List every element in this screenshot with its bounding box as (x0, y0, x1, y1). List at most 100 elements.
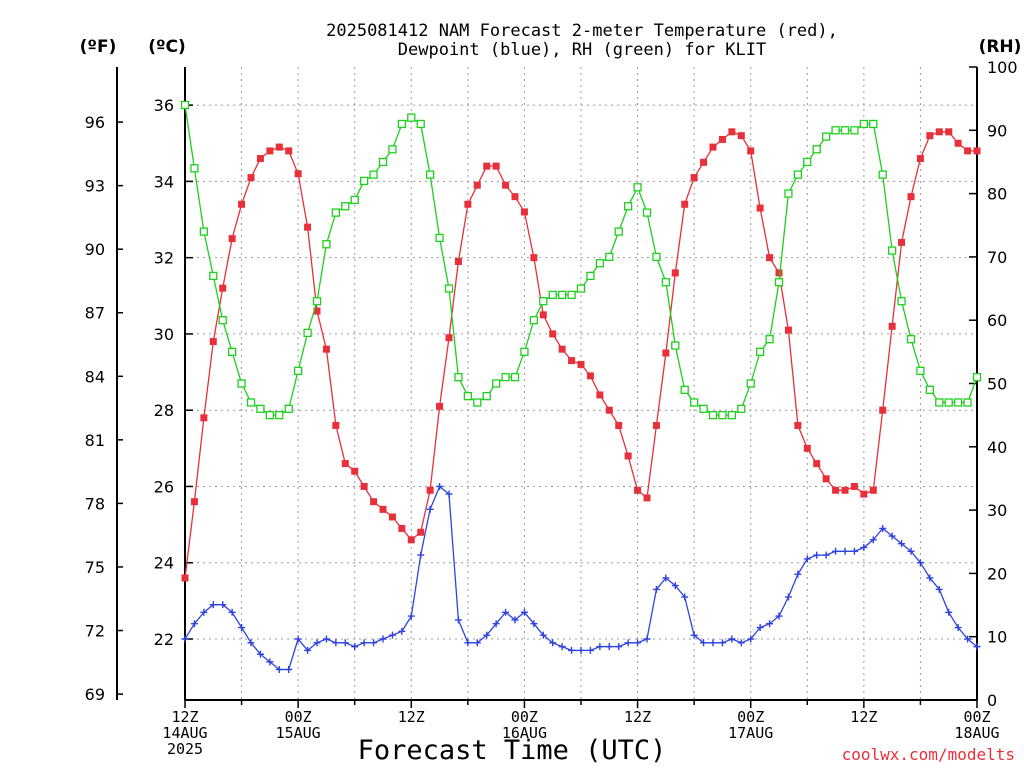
temperature-point (652, 421, 660, 429)
temperature-point (728, 128, 736, 136)
rh-point (680, 385, 689, 394)
rh-point (416, 119, 425, 129)
temperature-point (483, 162, 491, 170)
temperature-point (907, 193, 915, 201)
dewpoint-point (209, 601, 217, 609)
temperature-point (407, 536, 415, 544)
temperature-point (247, 174, 255, 182)
dewpoint-point (652, 585, 660, 593)
fahrenheit-tick-label: 69 (85, 685, 105, 704)
rh-tick-label: 60 (987, 311, 1007, 330)
rh-tick-label: 30 (987, 501, 1007, 520)
temperature-point (964, 147, 972, 155)
rh-point (227, 347, 237, 357)
rh-point (491, 379, 501, 388)
x-tick-label: 17AUG (728, 724, 773, 742)
dewpoint-point (784, 593, 792, 601)
dewpoint-point (219, 601, 227, 609)
rh-unit-label: (RH) (979, 37, 1022, 57)
temperature-point (916, 155, 924, 163)
temperature-point (370, 498, 378, 506)
rh-point (341, 202, 350, 211)
dewpoint-point (445, 490, 453, 498)
rh-point (661, 278, 671, 287)
dewpoint-point (483, 631, 491, 639)
rh-point (793, 170, 803, 179)
dewpoint-point (407, 612, 415, 620)
temperature-point (520, 208, 528, 216)
temperature-point (313, 307, 321, 315)
rh-point (378, 157, 388, 167)
x-axis-label: Forecast Time (UTC) (358, 735, 667, 766)
temperature-point (860, 490, 868, 498)
rh-point (972, 373, 982, 382)
dewpoint-point (728, 635, 736, 643)
dewpoint-point (681, 593, 689, 601)
fahrenheit-tick-label: 93 (85, 177, 105, 196)
fahrenheit-tick-label: 78 (85, 494, 105, 513)
dewpoint-point (737, 639, 745, 647)
rh-point (963, 398, 972, 407)
dewpoint-point (568, 646, 576, 654)
rh-point (557, 290, 567, 300)
temperature-point (228, 235, 236, 243)
temperature-point (898, 238, 906, 246)
dewpoint-point (454, 616, 462, 624)
temperature-point (803, 444, 811, 452)
temperature-point (756, 204, 764, 212)
rh-point (275, 410, 284, 420)
dewpoint-point (643, 635, 651, 643)
rh-tick-label: 0 (987, 691, 997, 710)
dewpoint-point (388, 631, 396, 639)
temperature-point (671, 269, 679, 277)
x-tick-label: 18AUG (954, 724, 999, 742)
rh-point (765, 335, 774, 344)
temperature-point (219, 284, 227, 292)
dewpoint-point (379, 635, 387, 643)
gridlines (185, 67, 977, 700)
temperature-point (351, 467, 359, 475)
rh-tick-label: 10 (987, 628, 1007, 647)
temperature-point (954, 139, 962, 147)
dewpoint-point (935, 585, 943, 593)
x-tick-label: 12Z (850, 708, 877, 726)
rh-point (689, 398, 699, 407)
celsius-tick-label: 36 (154, 96, 174, 115)
temperature-point (709, 143, 717, 151)
rh-point (350, 195, 359, 205)
dewpoint-point (596, 643, 604, 651)
rh-point (944, 398, 953, 407)
dewpoint-point (247, 639, 255, 647)
rh-point (859, 119, 869, 129)
temperature-point (718, 135, 726, 143)
temperature-point (681, 200, 689, 208)
temperature-point (539, 311, 547, 319)
temperature-point (294, 170, 302, 178)
temperature-point (813, 460, 821, 468)
dewpoint-point (322, 635, 330, 643)
x-tick-label: 16AUG (502, 724, 547, 742)
dewpoint-point (332, 639, 340, 647)
dewpoint-point (624, 639, 632, 647)
dewpoint-point (690, 631, 698, 639)
dewpoint-point (850, 547, 858, 555)
rh-point (784, 189, 793, 198)
rh-point (953, 398, 963, 407)
dewpoint-point (275, 665, 283, 673)
dewpoint-point (530, 620, 538, 628)
temperature-point (341, 460, 349, 468)
x-tick-label: 12Z (398, 708, 425, 726)
rh-point (246, 398, 256, 407)
dewpoint-point (238, 624, 246, 632)
dewpoint-point (285, 665, 293, 673)
rh-tick-label: 40 (987, 438, 1007, 457)
rh-point (906, 335, 916, 344)
chart-title-line-2: Dewpoint (blue), RH (green) for KLIT (398, 40, 766, 60)
temperature-point (266, 147, 274, 155)
rh-point (746, 379, 755, 388)
dewpoint-point (398, 627, 406, 635)
dewpoint-point (520, 608, 528, 616)
dewpoint-point (360, 639, 368, 647)
credit-link[interactable]: coolwx.com/modelts (842, 745, 1015, 764)
